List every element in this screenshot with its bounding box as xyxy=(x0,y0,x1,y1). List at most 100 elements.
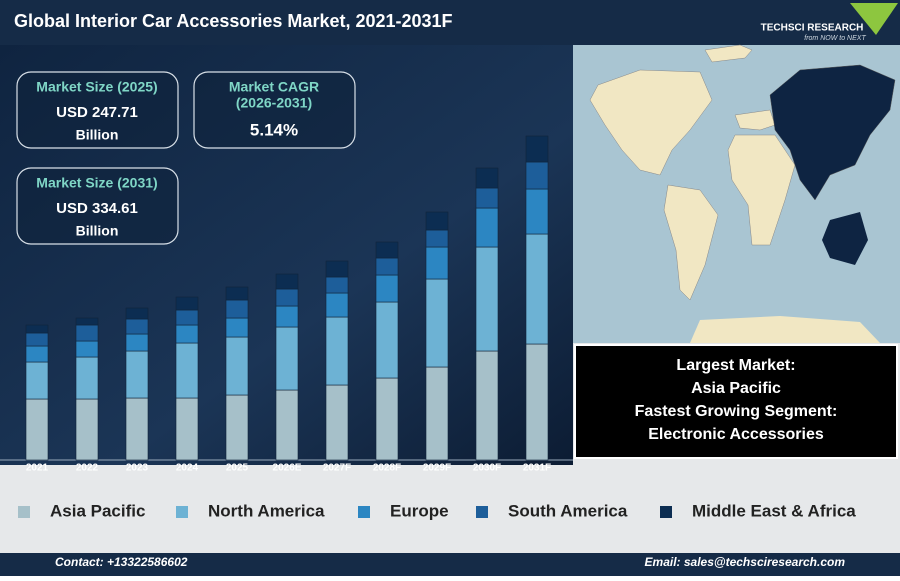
bar-segment xyxy=(375,274,399,303)
bar-segment xyxy=(25,324,49,334)
stat-value: 5.14% xyxy=(250,120,298,139)
bar-segment xyxy=(125,397,149,461)
bar-segment xyxy=(225,317,249,338)
bar-segment xyxy=(325,292,349,318)
logo: TECHSCI RESEARCH xyxy=(761,23,864,34)
legend-swatch xyxy=(476,506,488,518)
highlight-text: Largest Market: xyxy=(676,357,795,374)
bar-segment xyxy=(375,301,399,379)
legend-swatch xyxy=(660,506,672,518)
x-tick-label: 2025 xyxy=(226,463,249,474)
bar-segment xyxy=(125,350,149,399)
bar-segment xyxy=(475,246,499,352)
bar-segment xyxy=(125,307,149,320)
x-tick-label: 2022 xyxy=(76,463,99,474)
bar-segment xyxy=(25,361,49,400)
bar-segment xyxy=(375,257,399,276)
highlight-text: Asia Pacific xyxy=(691,380,781,397)
bar-segment xyxy=(275,389,299,461)
stat-value: USD 247.71 xyxy=(56,104,138,121)
bar-segment xyxy=(225,286,249,301)
bar-segment xyxy=(425,366,449,461)
stat-box xyxy=(16,167,179,245)
legend-label: Asia Pacific xyxy=(50,501,145,520)
bar-segment xyxy=(75,324,99,342)
bar-segment xyxy=(525,161,549,190)
x-tick-label: 2026E xyxy=(273,463,302,474)
bar-segment xyxy=(325,316,349,386)
x-tick-label: 2028F xyxy=(373,463,401,474)
x-tick-label: 2029F xyxy=(423,463,451,474)
stat-label: Market Size (2031) xyxy=(36,175,157,191)
footer-bar xyxy=(0,553,900,576)
bar-segment xyxy=(525,233,549,345)
legend-label: Europe xyxy=(390,501,449,520)
legend-label: North America xyxy=(208,501,325,520)
bar-segment xyxy=(75,317,99,326)
bar-segment xyxy=(225,336,249,396)
bar-segment xyxy=(475,167,499,189)
bar-segment xyxy=(175,309,199,326)
legend-swatch xyxy=(176,506,188,518)
stat-box xyxy=(193,71,356,149)
x-tick-label: 2021 xyxy=(26,463,49,474)
bar-segment xyxy=(275,305,299,328)
bar-segment xyxy=(175,397,199,461)
bar-segment xyxy=(325,384,349,461)
header-bar xyxy=(0,0,900,45)
stat-label: Market Size (2025) xyxy=(36,79,157,95)
bar-segment xyxy=(525,188,549,235)
bar-segment xyxy=(275,273,299,290)
bar-segment xyxy=(425,229,449,248)
legend-swatch xyxy=(358,506,370,518)
contact: Contact: +13322586602 xyxy=(55,555,188,569)
bar-segment xyxy=(25,398,49,461)
bar-segment xyxy=(125,318,149,335)
x-tick-label: 2023 xyxy=(126,463,149,474)
bar-segment xyxy=(25,345,49,363)
highlight-text: Electronic Accessories xyxy=(648,426,824,443)
bar-segment xyxy=(75,398,99,461)
bar-segment xyxy=(375,377,399,461)
stat-unit: Billion xyxy=(76,223,119,239)
bar-segment xyxy=(225,299,249,319)
email: Email: sales@techsciresearch.com xyxy=(645,555,846,569)
x-tick-label: 2030F xyxy=(473,463,501,474)
legend-swatch xyxy=(18,506,30,518)
highlight-text: Fastest Growing Segment: xyxy=(635,403,838,420)
bar-segment xyxy=(425,246,449,280)
title: Global Interior Car Accessories Market, … xyxy=(14,11,453,31)
bar-segment xyxy=(425,278,449,368)
bar-segment xyxy=(325,276,349,294)
x-tick-label: 2031F xyxy=(523,463,551,474)
bar-segment xyxy=(75,356,99,400)
bar-segment xyxy=(375,241,399,259)
bar-segment xyxy=(275,326,299,391)
bar-segment xyxy=(525,135,549,163)
legend-label: Middle East & Africa xyxy=(692,501,856,520)
stat-unit: Billion xyxy=(76,127,119,143)
bar-segment xyxy=(525,343,549,461)
bar-segment xyxy=(225,394,249,461)
stat-value: USD 334.61 xyxy=(56,200,138,217)
bar-segment xyxy=(175,296,199,311)
world-map xyxy=(573,44,900,343)
bar-segment xyxy=(125,333,149,352)
stat-label: Market CAGR xyxy=(229,79,319,95)
stat-sublabel: (2026-2031) xyxy=(236,95,312,111)
bar-segment xyxy=(475,350,499,461)
highlight-box xyxy=(574,344,898,459)
logo-mark xyxy=(850,3,898,35)
bar-segment xyxy=(75,340,99,358)
bar-segment xyxy=(475,187,499,209)
tagline: from NOW to NEXT xyxy=(804,35,866,42)
stat-box xyxy=(16,71,179,149)
bar-segment xyxy=(25,332,49,347)
legend-label: South America xyxy=(508,501,628,520)
bar-segment xyxy=(475,207,499,248)
x-tick-label: 2024 xyxy=(176,463,199,474)
bar-segment xyxy=(325,260,349,278)
bar-segment xyxy=(175,342,199,399)
